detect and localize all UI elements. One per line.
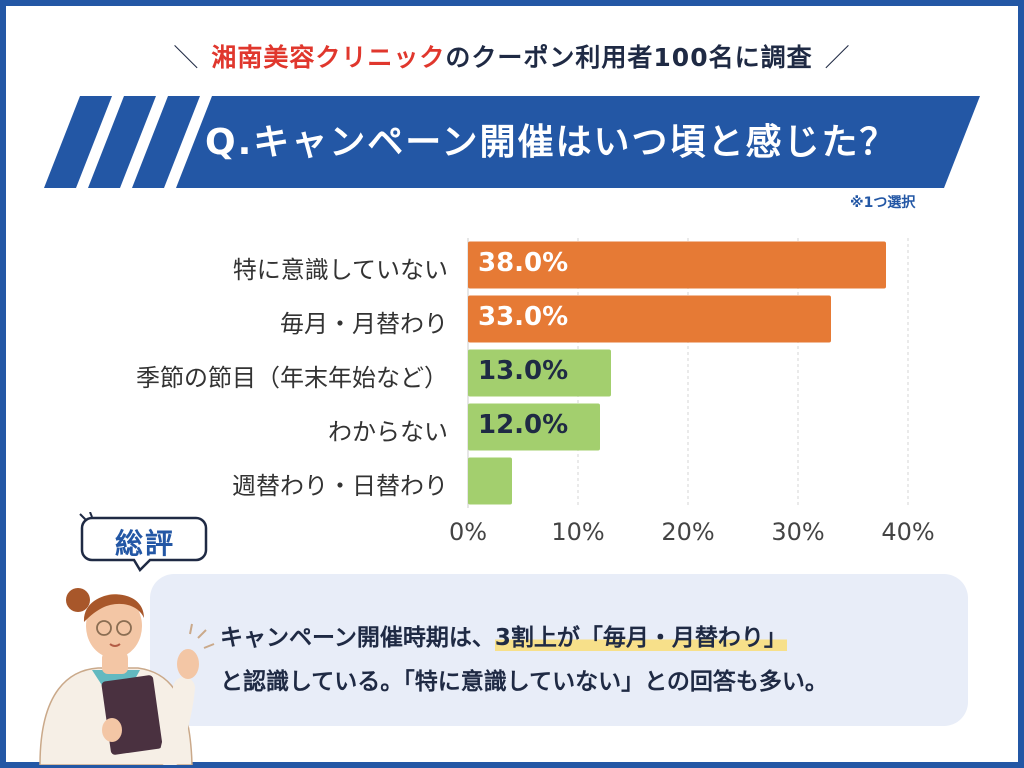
question-banner <box>44 96 980 188</box>
bar <box>468 349 611 397</box>
value-label: 12.0% <box>478 410 569 440</box>
bar <box>468 295 831 343</box>
banner-stripe-2 <box>88 96 156 188</box>
nurse-illustration <box>39 588 215 765</box>
value-label: 13.0% <box>478 356 569 386</box>
review-line-1: キャンペーン開催時期は、3割上が「毎月・月替わり」 <box>220 618 787 652</box>
selection-note: ※1つ選択 <box>850 195 916 211</box>
x-tick-label: 20% <box>661 518 715 546</box>
subtitle-text: のクーポン利用者100名に調査 <box>445 43 813 72</box>
subtitle-right-slash: ／ <box>824 43 851 72</box>
banner-stripe-3 <box>132 96 200 188</box>
review-line-1-pre: キャンペーン開催時期は、 <box>220 625 495 651</box>
category-label: 特に意識していない <box>232 256 448 284</box>
survey-subtitle: ＼ 湘南美容クリニックのクーポン利用者100名に調査 ／ <box>0 38 1024 74</box>
review-speech-bubble <box>79 512 208 572</box>
review-tag-label: 総評 <box>114 527 175 560</box>
bar <box>468 457 512 505</box>
banner-stripe-1 <box>44 96 112 188</box>
x-tick-label: 30% <box>771 518 825 546</box>
question-title: Q.キャンペーン開催はいつ頃と感じた？ <box>205 122 898 163</box>
bar <box>468 241 886 289</box>
subtitle-left-slash: ＼ <box>173 43 200 72</box>
review-line-2: と認識している。「特に意識していない」との回答も多い。 <box>220 669 828 695</box>
x-tick-label: 40% <box>881 518 935 546</box>
bar <box>468 403 600 451</box>
brand-name: 湘南美容クリニック <box>211 43 446 72</box>
x-tick-label: 0% <box>448 518 488 546</box>
x-tick-label: 10% <box>551 518 605 546</box>
category-label: わからない <box>328 418 448 446</box>
category-label: 毎月・月替わり <box>280 310 448 338</box>
category-label: 週替わり・日替わり <box>232 472 448 500</box>
category-label: 季節の節目（年末年始など） <box>136 364 448 392</box>
banner-body <box>176 96 980 188</box>
review-highlight: 3割上が「毎月・月替わり」 <box>494 625 787 651</box>
value-label: 38.0% <box>478 248 569 278</box>
value-label: 33.0% <box>478 302 569 332</box>
